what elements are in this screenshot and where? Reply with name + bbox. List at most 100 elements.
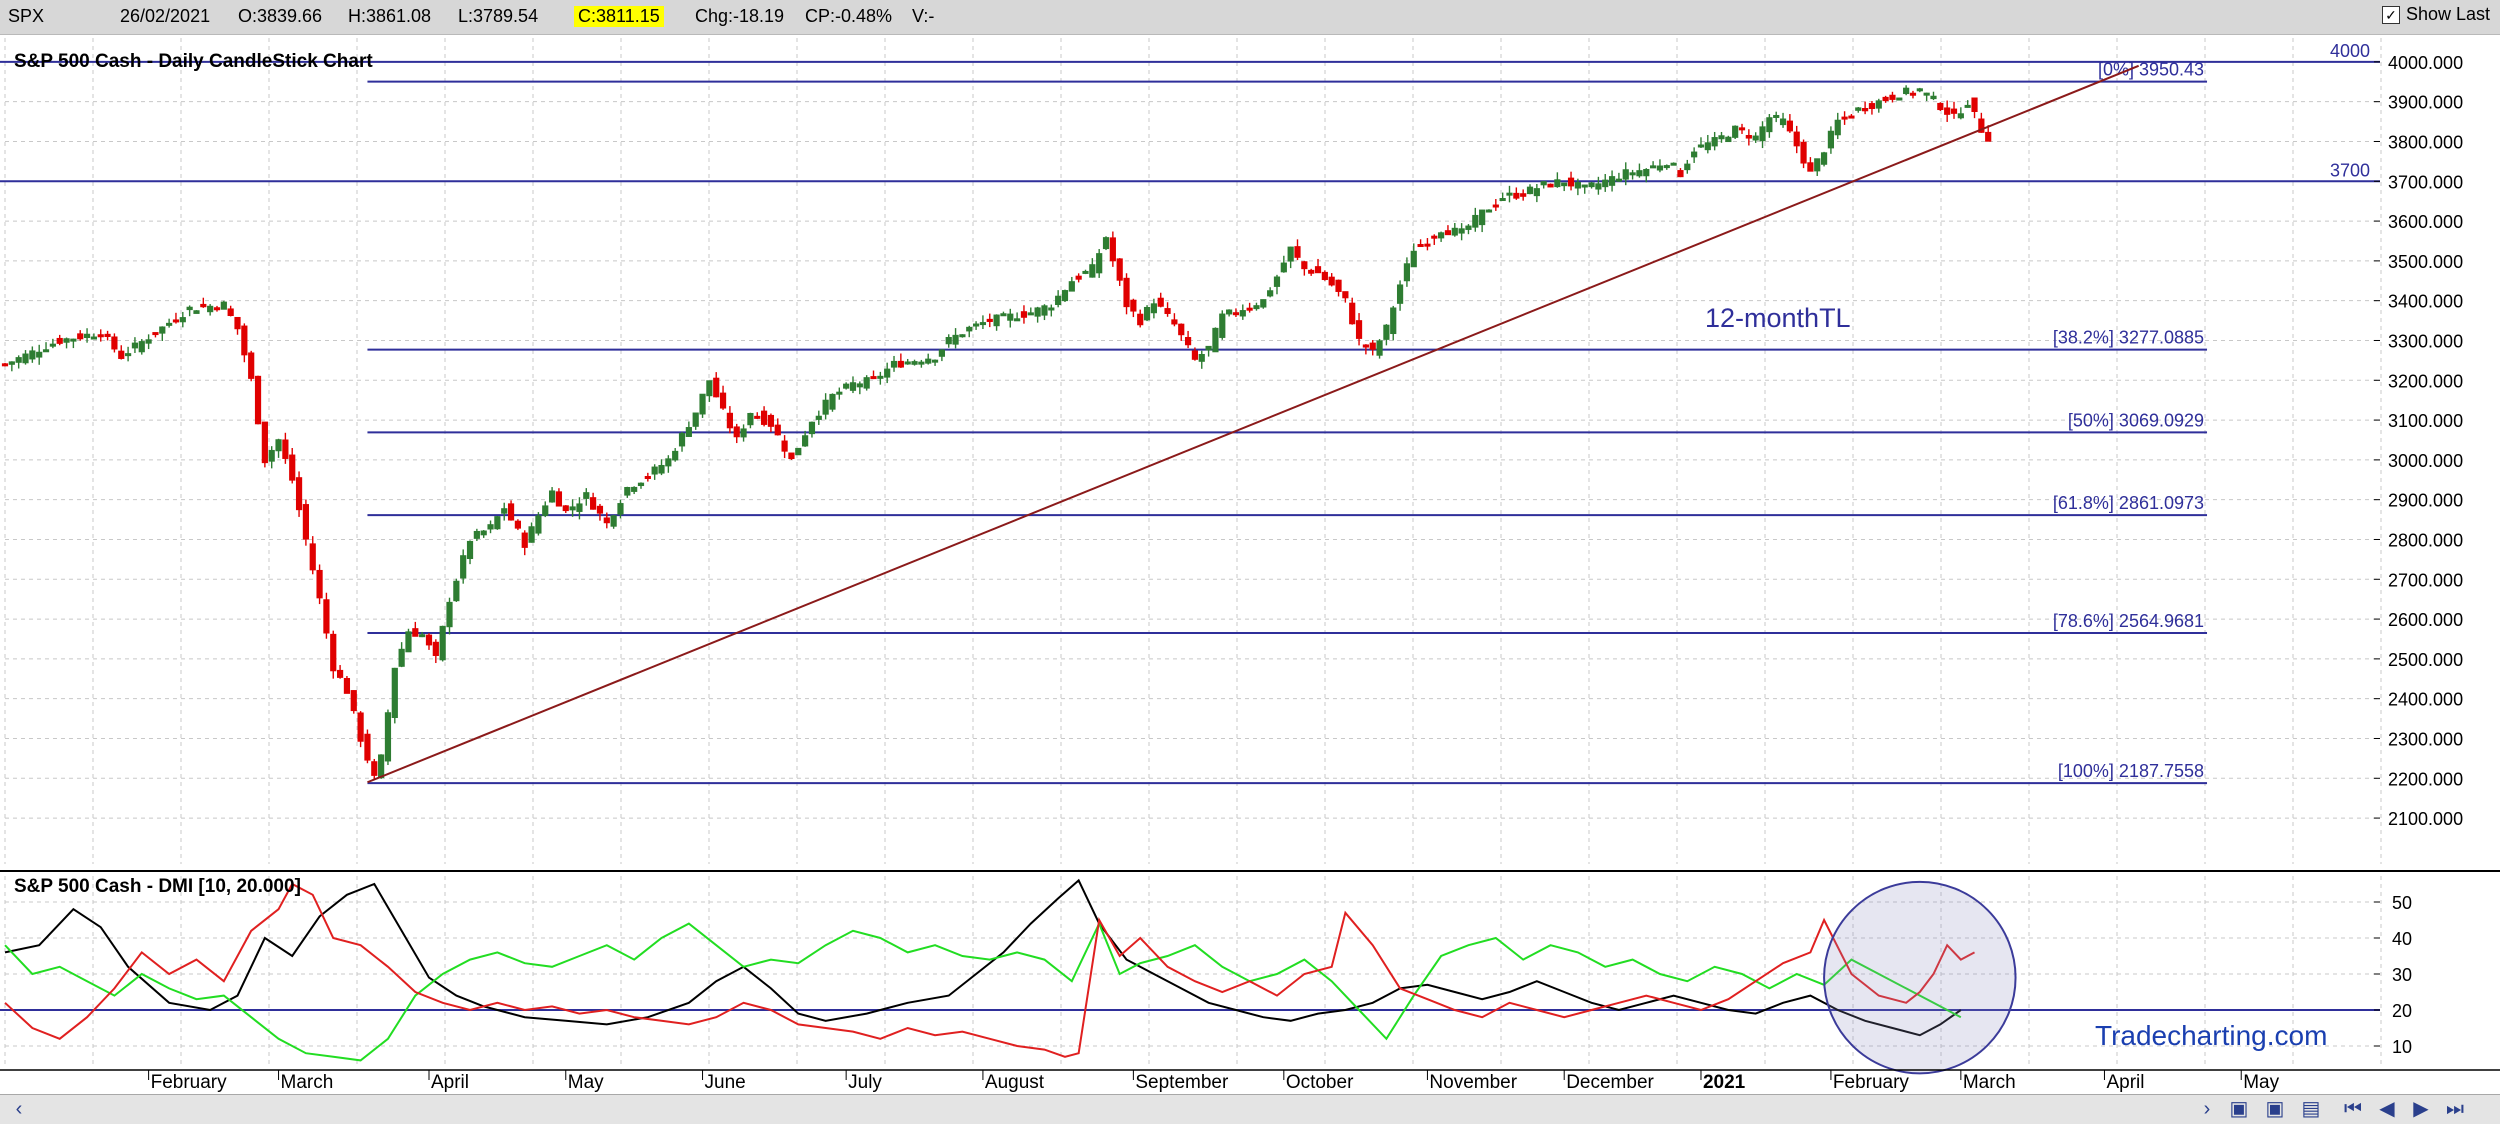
y-tick-label: 3200.000 [2388,371,2463,391]
x-tick-label: September [1135,1072,1229,1093]
fib-label: [38.2%] 3277.0885 [2053,328,2204,348]
price-chart-area[interactable]: [0%] 3950.43 [38.2%] 3277.0885 [50%] 3069.… [0,34,2500,1094]
candle-body [1533,188,1540,197]
show-last-toggle[interactable]: ✓ Show Last [2381,4,2490,25]
candle-body [945,337,952,345]
scroll-bar[interactable]: ‹ › ▣ ▣ ▤ ⏮ ◀ ▶ ⏭ [0,1094,2500,1124]
candle-body [1574,182,1581,189]
candle-body [36,351,43,358]
candle-body [213,307,221,311]
candle-body [1492,204,1499,208]
candle-body [97,334,104,338]
candle-body [815,415,822,420]
candle-body [1834,119,1841,136]
candle-body [1848,115,1855,119]
show-last-checkbox[interactable]: ✓ [2381,5,2400,24]
last-page-icon[interactable]: ⏭ [2446,1098,2464,1120]
candle-body [521,532,528,548]
candle-body [774,424,781,436]
candle-body [733,426,740,438]
fib-label: [100%] 2187.7558 [2058,761,2204,781]
next-page-icon[interactable]: ▶ [2413,1098,2429,1120]
y-tick-label: 3600.000 [2388,212,2463,232]
candle-body [487,524,494,530]
candle-body [1540,181,1547,186]
zoom-out-icon[interactable]: ▣ [2265,1098,2285,1120]
candle-body [316,569,323,599]
candle-body [1328,276,1335,286]
candle-body [1369,342,1376,350]
level-label: 3700 [2330,160,2370,180]
zoom-in-icon[interactable]: ▣ [2229,1098,2249,1120]
candle-body [1219,313,1226,338]
y-tick-label: 2400.000 [2388,690,2463,710]
candle-body [1239,310,1246,317]
candle-body [371,761,378,776]
y-tick-label: 2200.000 [2388,769,2463,789]
horizontal-levels: 4000 3700 [0,41,2380,183]
quote-bar: SPX 26/02/2021 O:3839.66 H:3861.08 L:378… [0,0,2500,35]
open-value: O:3839.66 [238,6,323,26]
candle-body [343,677,351,694]
y-tick-label: 2900.000 [2388,491,2463,511]
date-label: 26/02/2021 [120,6,211,26]
candle-body [637,482,645,487]
candle-body [1479,209,1486,226]
candle-body [1184,336,1192,346]
candle-body [90,336,98,340]
candle-body [596,505,604,514]
candle-body [1554,179,1561,188]
print-icon[interactable]: ▤ [2301,1098,2321,1120]
dmi-series [4,878,1975,1062]
candle-body [1410,250,1417,268]
prev-page-icon[interactable]: ◀ [2379,1098,2395,1120]
candle-body [1923,92,1930,96]
candle-body [1670,162,1677,166]
candle-body [849,382,857,391]
candle-body [1287,246,1294,262]
candle-body [42,349,50,353]
x-tick-label: April [2106,1072,2144,1093]
candle-body [1383,324,1390,340]
candle-body [1608,176,1616,186]
candle-body [1116,258,1123,281]
candle-body [665,458,672,467]
candle-body [1260,299,1267,308]
candle-body [501,508,508,514]
y-tick-label: 3800.000 [2388,132,2463,152]
x-tick-label: November [1429,1072,1517,1093]
candle-body [1403,263,1411,282]
candle-body [83,333,91,339]
dmi-tick-label: 10 [2392,1037,2412,1057]
candle-body [1376,340,1383,356]
candle-body [1916,88,1923,92]
candle-body [1909,92,1917,96]
first-page-icon[interactable]: ⏮ [2344,1098,2362,1120]
candle-body [1656,165,1664,171]
candle-body [1465,225,1472,230]
candle-body [856,383,863,388]
candle-body [138,341,145,353]
candle-body [972,323,980,327]
candle-body [453,580,460,602]
candle-body [959,334,966,338]
candle-body [1321,271,1328,281]
candle-body [1718,135,1725,140]
candle-body [836,391,843,395]
candle-body [1636,170,1643,177]
candle-body [1171,319,1178,325]
dmi-grid [4,876,2382,1068]
x-tick-label: August [985,1072,1045,1093]
candle-body [1301,261,1308,270]
x-tick-label: December [1566,1072,1654,1093]
candle-body [1684,163,1691,171]
candle-body [1773,114,1780,118]
candle-body [172,319,180,323]
candle-body [1725,136,1732,143]
candle-body [1622,169,1629,180]
candle-body [1055,295,1062,305]
candle-body [528,526,535,543]
candle-body [1513,192,1520,199]
scroll-left-icon[interactable]: ‹ [15,1098,23,1120]
scroll-right-icon[interactable]: › [2203,1098,2211,1120]
